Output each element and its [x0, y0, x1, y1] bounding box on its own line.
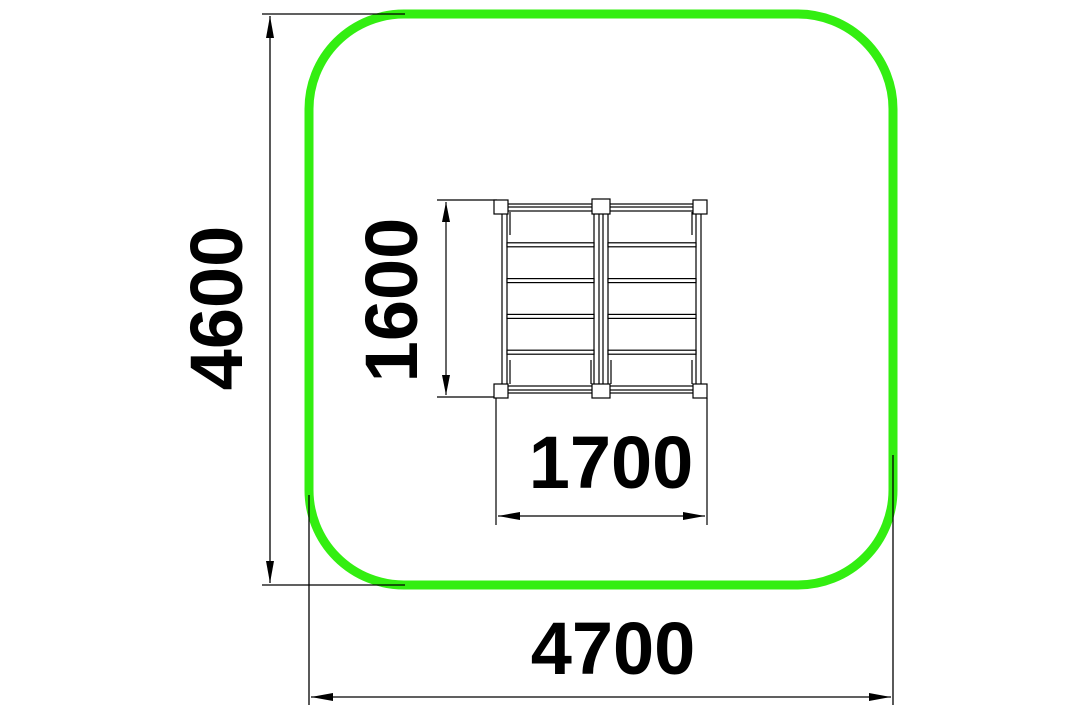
ladder-rung: [607, 385, 697, 391]
ladder-rung: [506, 313, 595, 319]
post-top-right: [692, 199, 708, 215]
equipment-width-label: 1700: [529, 421, 694, 504]
ladder-rung: [506, 242, 595, 248]
frame-rail-middle-a: [593, 203, 600, 394]
safety-zone-outline: [304, 9, 898, 590]
ladder-rung: [506, 278, 595, 284]
post-top-middle: [591, 198, 611, 215]
frame-rail-left: [501, 203, 508, 394]
arrow-right: [683, 512, 705, 520]
ladder-rung: [607, 206, 697, 212]
ladder-rung: [607, 313, 697, 319]
equipment-width-dimension: [495, 398, 708, 525]
climbing-frame-top-view: [493, 198, 708, 399]
ladder-rung: [607, 349, 697, 355]
frame-rail-right: [695, 203, 702, 394]
overall-width-dimension: [308, 455, 894, 705]
post-bottom-middle: [591, 383, 611, 399]
arrow-left: [311, 693, 333, 701]
frame-rail-middle-b: [602, 203, 609, 394]
ladder-rung: [506, 349, 595, 355]
ladder-rung: [506, 206, 595, 212]
equipment-height-label: 1600: [350, 218, 433, 383]
arrow-left: [498, 512, 520, 520]
rungs: [506, 206, 697, 391]
post-top-left: [493, 199, 509, 215]
post-bottom-left: [493, 383, 509, 399]
equipment-height-dimension: [437, 199, 497, 398]
overall-height-label: 4600: [175, 226, 258, 391]
arrow-top: [266, 16, 274, 38]
arrow-bottom: [266, 561, 274, 583]
arrow-right: [869, 693, 891, 701]
arrow-bottom: [442, 375, 450, 395]
post-bottom-right: [692, 383, 708, 399]
ladder-rung: [607, 242, 697, 248]
overall-height-dimension: [262, 13, 405, 586]
ladder-rung: [506, 385, 595, 391]
ladder-rung: [607, 278, 697, 284]
overall-width-label: 4700: [531, 607, 696, 690]
arrow-top: [442, 202, 450, 222]
